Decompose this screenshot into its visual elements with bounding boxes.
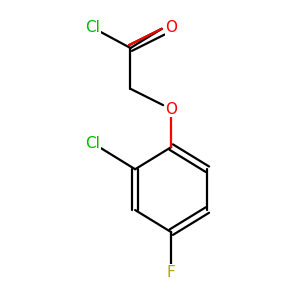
Text: O: O (165, 20, 177, 35)
Text: Cl: Cl (85, 136, 100, 151)
Text: O: O (165, 102, 177, 117)
Text: Cl: Cl (85, 20, 100, 35)
Text: F: F (167, 265, 176, 280)
